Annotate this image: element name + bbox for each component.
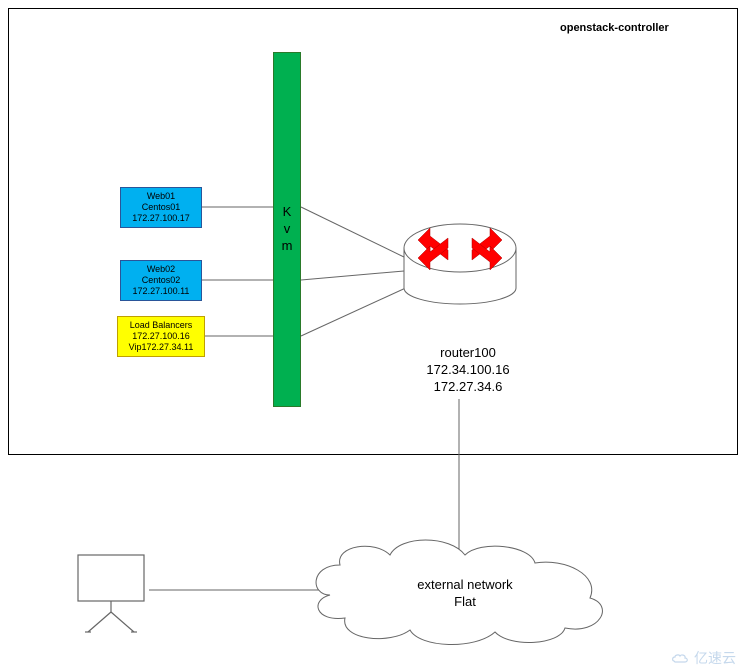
kvm-m: m: [274, 238, 300, 255]
lb-vip: Vip172.27.34.11: [118, 342, 204, 353]
router-ip2: 172.27.34.6: [418, 379, 518, 396]
router-name: router100: [418, 345, 518, 362]
web02-ip: 172.27.100.11: [121, 286, 201, 297]
web01-os: Centos01: [121, 202, 201, 213]
cloud-line2: Flat: [390, 594, 540, 611]
watermark: 亿速云: [670, 648, 736, 668]
web02-name: Web02: [121, 264, 201, 275]
screen-icon: [78, 555, 144, 632]
kvm-bar: K v m: [273, 52, 301, 407]
web01-node: Web01 Centos01 172.27.100.17: [120, 187, 202, 228]
container-title: openstack-controller: [560, 22, 669, 34]
cloud-line1: external network: [390, 577, 540, 594]
lb-node: Load Balancers 172.27.100.16 Vip172.27.3…: [117, 316, 205, 357]
web02-node: Web02 Centos02 172.27.100.11: [120, 260, 202, 301]
kvm-v: v: [274, 221, 300, 238]
cloud-label: external network Flat: [390, 577, 540, 611]
controller-container: [8, 8, 738, 455]
lb-name: Load Balancers: [118, 320, 204, 331]
web01-name: Web01: [121, 191, 201, 202]
kvm-k: K: [274, 204, 300, 221]
router-label: router100 172.34.100.16 172.27.34.6: [418, 345, 518, 396]
watermark-text: 亿速云: [694, 648, 736, 668]
lb-ip: 172.27.100.16: [118, 331, 204, 342]
router-ip1: 172.34.100.16: [418, 362, 518, 379]
web02-os: Centos02: [121, 275, 201, 286]
web01-ip: 172.27.100.17: [121, 213, 201, 224]
